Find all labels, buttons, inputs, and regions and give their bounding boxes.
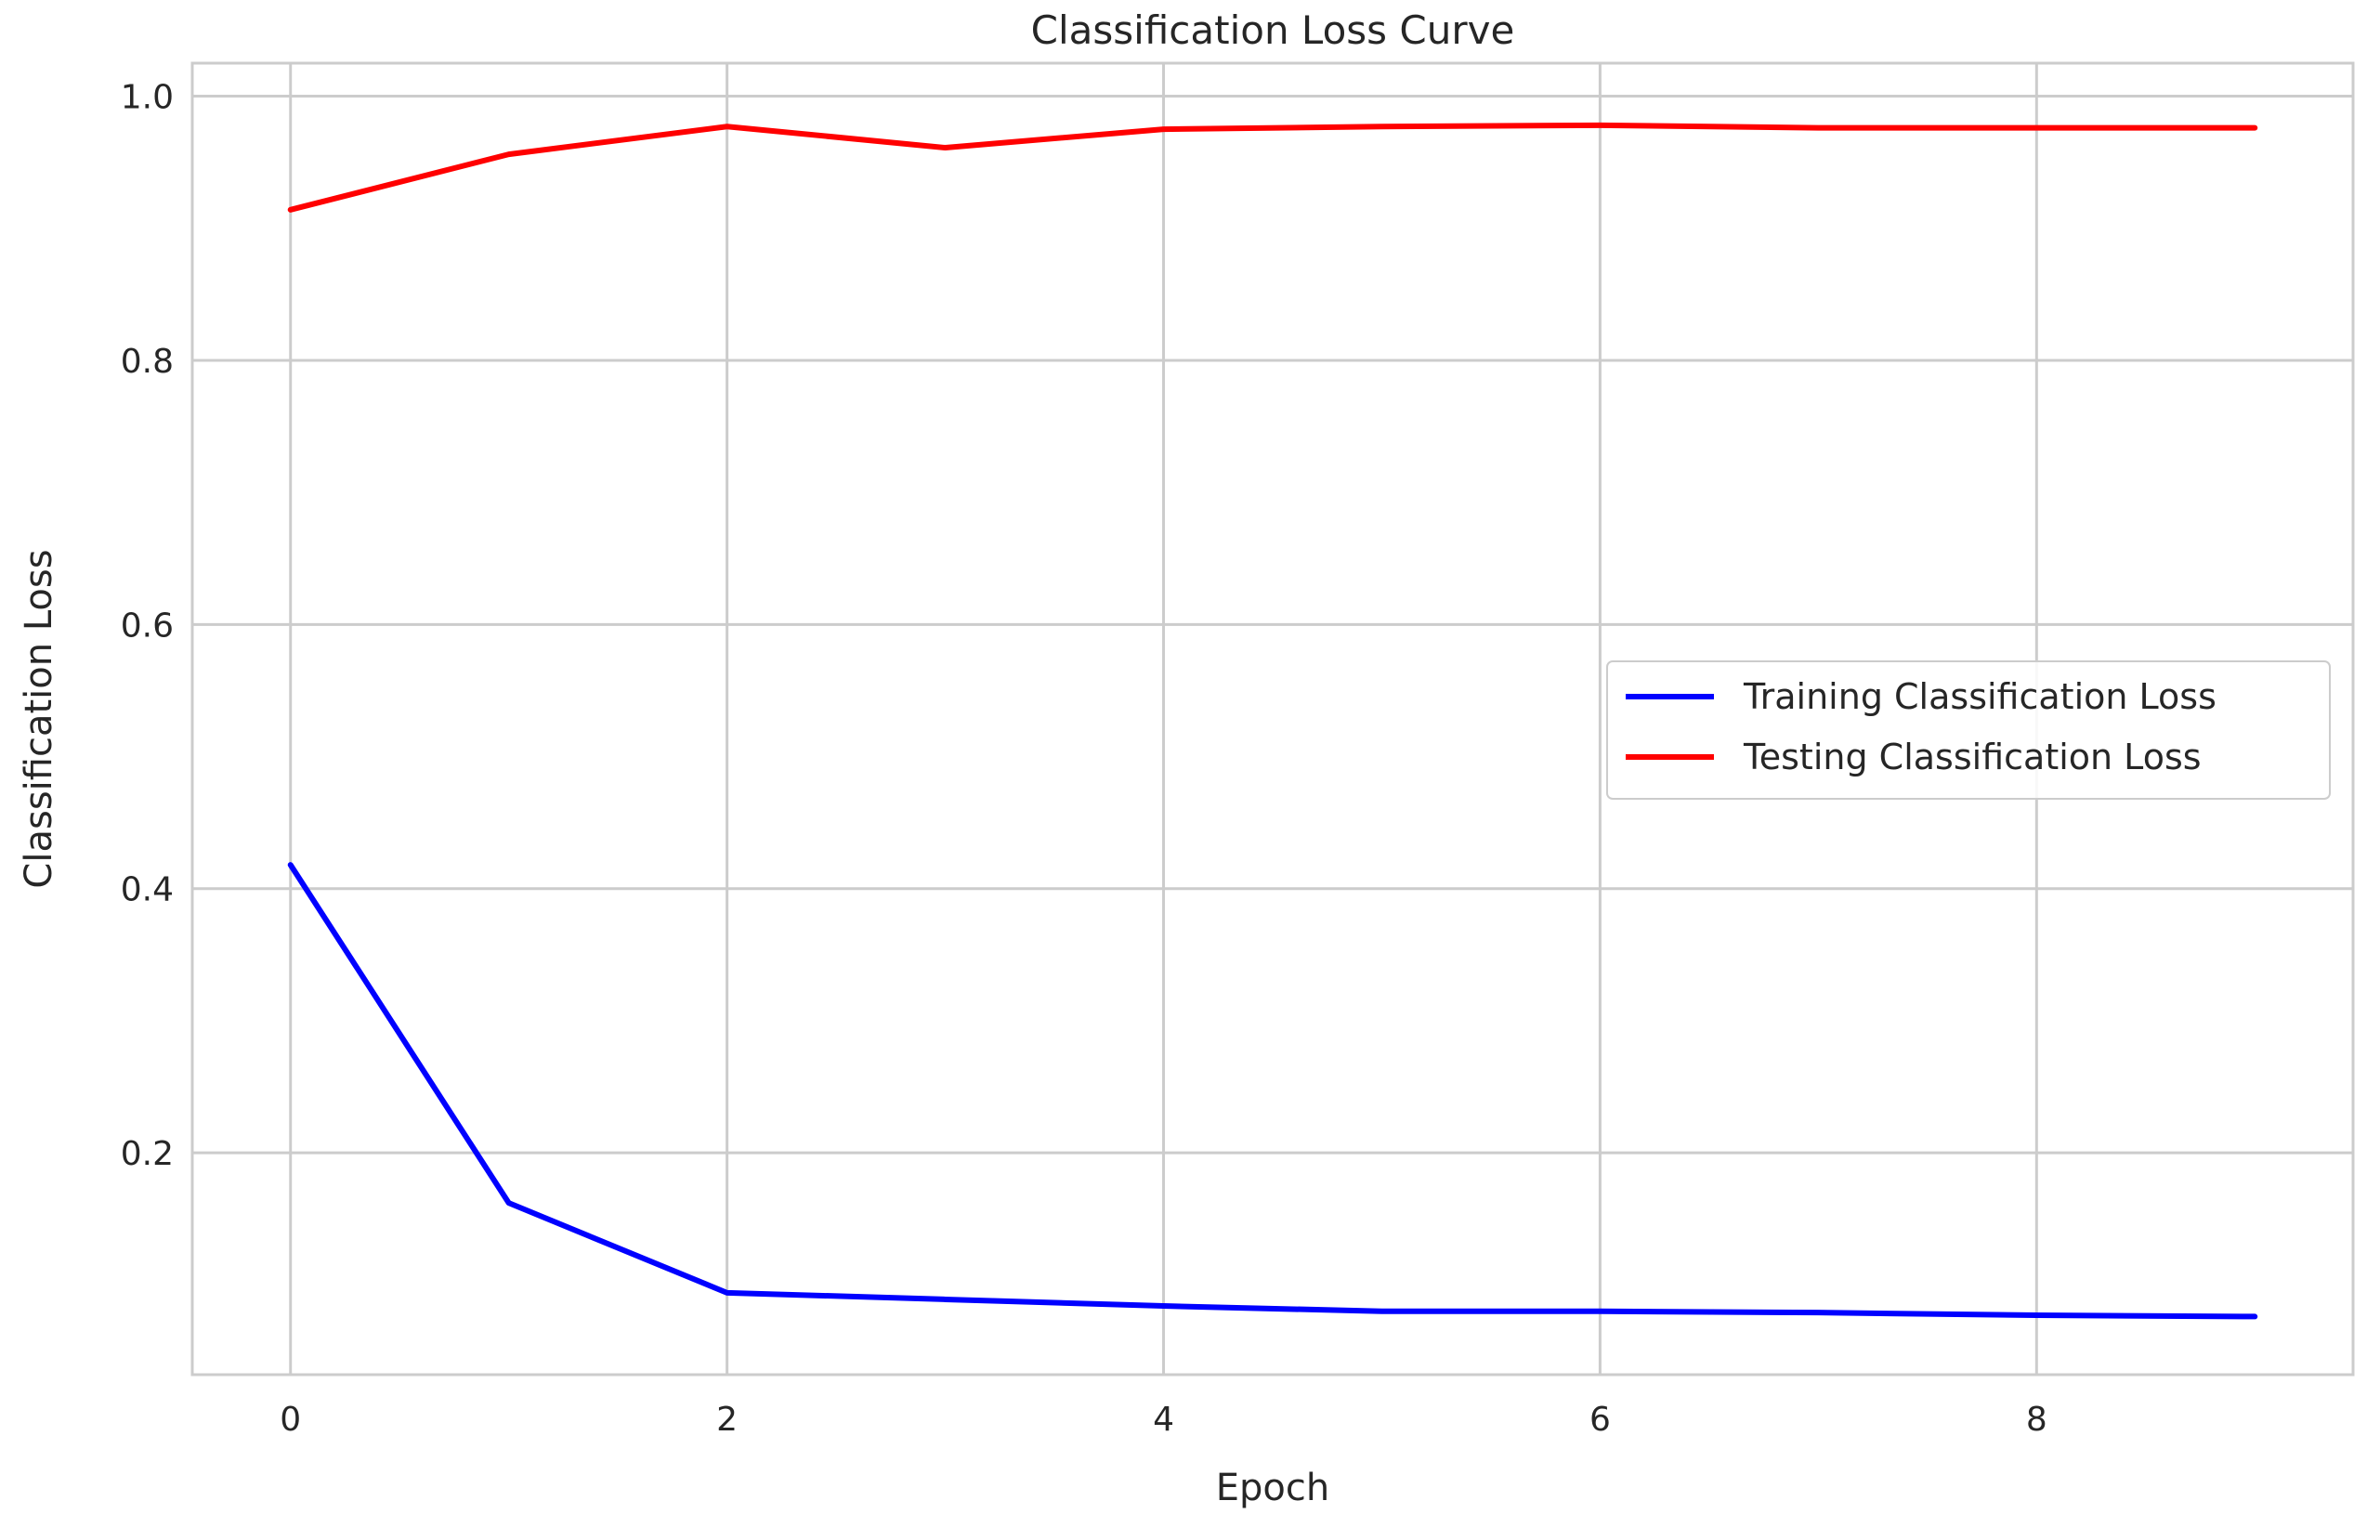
x-tick-label: 0 bbox=[280, 1401, 301, 1439]
x-tick-label: 2 bbox=[716, 1401, 738, 1439]
plot-frame bbox=[190, 61, 2355, 1377]
y-tick-label: 0.6 bbox=[121, 607, 174, 645]
tick-labels: 0 2 4 6 8 0.2 0.4 0.6 0.8 1.0 bbox=[121, 79, 2047, 1439]
legend-box bbox=[1606, 660, 2331, 800]
legend-label-training: Training Classification Loss bbox=[1743, 676, 2217, 717]
y-tick-label: 0.8 bbox=[121, 343, 174, 381]
series-line-training bbox=[287, 862, 2258, 1320]
x-axis-label: Epoch bbox=[1216, 1467, 1329, 1509]
x-tick-label: 8 bbox=[2026, 1401, 2047, 1439]
series-lines bbox=[287, 122, 2258, 1320]
chart-title: Classification Loss Curve bbox=[1031, 7, 1515, 53]
series-line-testing bbox=[287, 122, 2258, 213]
y-axis-label: Classification Loss bbox=[18, 549, 60, 888]
legend: Training Classification Loss Testing Cla… bbox=[1606, 660, 2331, 800]
grid-lines bbox=[192, 63, 2353, 1375]
y-tick-label: 1.0 bbox=[121, 79, 174, 117]
legend-label-testing: Testing Classification Loss bbox=[1743, 737, 2202, 777]
x-tick-label: 4 bbox=[1153, 1401, 1174, 1439]
y-tick-label: 0.4 bbox=[121, 871, 174, 909]
x-tick-label: 6 bbox=[1589, 1401, 1611, 1439]
y-tick-label: 0.2 bbox=[121, 1135, 174, 1173]
